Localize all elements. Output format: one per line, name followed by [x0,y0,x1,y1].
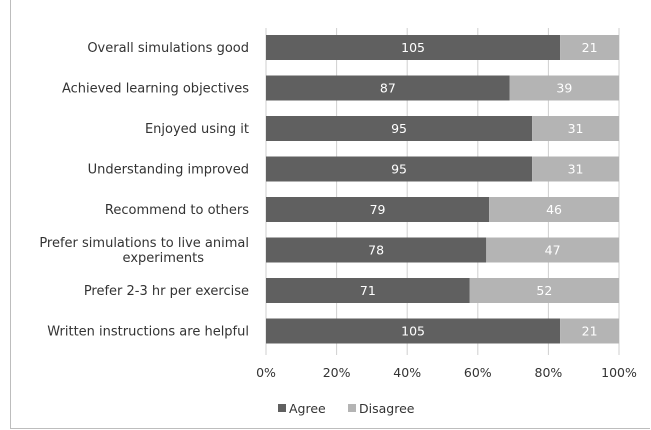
data-label: 46 [546,202,562,217]
data-label: 78 [368,243,384,258]
bar-disagree [560,35,619,60]
bar-disagree [560,318,619,344]
data-label: 105 [401,324,425,339]
x-tick-label: 60% [464,365,492,380]
bar-agree [266,278,470,303]
data-label: 39 [556,81,572,96]
data-label: 71 [360,283,376,298]
bar-agree [266,35,561,60]
bar-disagree [532,116,619,141]
legend-label-disagree: Disagree [359,401,415,416]
data-label: 31 [568,162,584,177]
category-label-line: experiments [123,251,205,266]
bar-disagree [509,75,619,101]
bar-agree [266,197,490,222]
bar-disagree [532,156,619,182]
category-label-line: Prefer simulations to live animal [39,236,249,251]
legend-swatch-agree [278,404,286,412]
category-label: Enjoyed using it [145,122,249,137]
category-label: Recommend to others [105,203,249,218]
data-label: 47 [545,243,561,258]
category-label: Prefer simulations to live animal experim… [39,236,249,266]
bar-agree [266,116,533,141]
data-label: 21 [582,324,598,339]
category-label: Written instructions are helpful [47,325,249,340]
chart-frame [10,0,650,429]
data-label: 21 [582,40,598,55]
bar-disagree [469,278,619,303]
data-label: 105 [401,40,425,55]
data-label: 31 [568,121,584,136]
x-tick-label: 20% [323,365,351,380]
category-label: Understanding improved [88,163,249,178]
bar-agree [266,75,510,101]
bar-agree [266,156,533,182]
bar-agree [266,318,561,344]
data-label: 95 [391,121,407,136]
legend-swatch-disagree [348,404,356,412]
bar-disagree [486,237,619,263]
x-tick-label: 80% [535,365,563,380]
data-label: 79 [370,202,386,217]
x-tick-label: 100% [601,365,637,380]
legend-label-agree: Agree [289,401,326,416]
category-label: Prefer 2-3 hr per exercise [84,284,249,299]
bar-disagree [489,197,619,222]
data-label: 52 [536,283,552,298]
category-label: Overall simulations good [87,41,249,56]
data-label: 87 [380,81,396,96]
category-label: Achieved learning objectives [62,82,249,97]
data-label: 95 [391,162,407,177]
x-tick-label: 40% [393,365,421,380]
x-tick-label: 0% [256,365,276,380]
bar-agree [266,237,487,263]
